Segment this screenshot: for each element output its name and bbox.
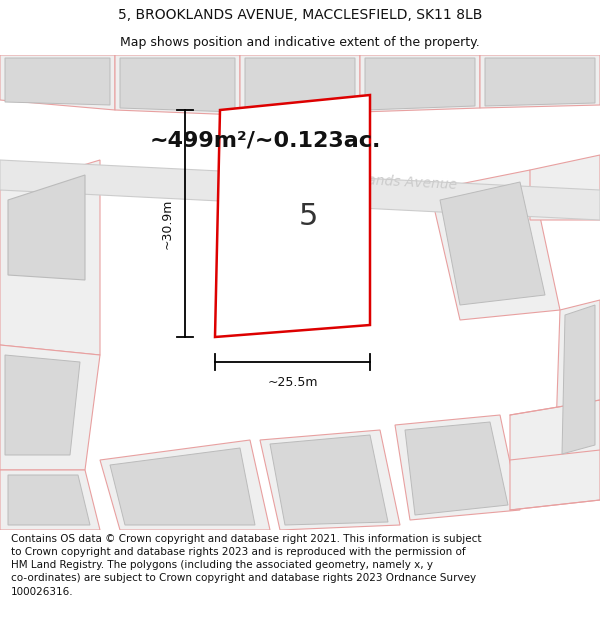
Text: Brooklands Avenue: Brooklands Avenue	[323, 171, 457, 192]
Polygon shape	[510, 400, 600, 510]
Polygon shape	[8, 475, 90, 525]
Polygon shape	[0, 160, 600, 220]
Polygon shape	[260, 430, 400, 530]
Text: Contains OS data © Crown copyright and database right 2021. This information is : Contains OS data © Crown copyright and d…	[11, 534, 481, 597]
Text: Map shows position and indicative extent of the property.: Map shows position and indicative extent…	[120, 36, 480, 49]
Text: ~499m²/~0.123ac.: ~499m²/~0.123ac.	[149, 130, 380, 150]
Polygon shape	[215, 95, 370, 337]
Polygon shape	[430, 170, 560, 320]
Polygon shape	[555, 300, 600, 460]
Polygon shape	[485, 58, 595, 106]
Polygon shape	[365, 58, 475, 110]
Polygon shape	[240, 55, 360, 115]
Polygon shape	[120, 58, 235, 112]
Text: 5, BROOKLANDS AVENUE, MACCLESFIELD, SK11 8LB: 5, BROOKLANDS AVENUE, MACCLESFIELD, SK11…	[118, 8, 482, 22]
Polygon shape	[480, 55, 600, 108]
Polygon shape	[562, 305, 595, 454]
Polygon shape	[530, 155, 600, 220]
Polygon shape	[395, 415, 520, 520]
Polygon shape	[360, 55, 480, 112]
Polygon shape	[0, 345, 100, 470]
Polygon shape	[5, 355, 80, 455]
Text: ~25.5m: ~25.5m	[267, 376, 318, 389]
Text: ~30.9m: ~30.9m	[161, 198, 173, 249]
Polygon shape	[0, 55, 115, 110]
Text: 5: 5	[299, 202, 319, 231]
Polygon shape	[245, 58, 355, 112]
Polygon shape	[0, 470, 100, 530]
Polygon shape	[110, 448, 255, 525]
Polygon shape	[0, 160, 100, 355]
Polygon shape	[270, 435, 388, 525]
Polygon shape	[5, 58, 110, 105]
Polygon shape	[440, 182, 545, 305]
Polygon shape	[115, 55, 240, 115]
Polygon shape	[100, 440, 270, 530]
Polygon shape	[8, 175, 85, 280]
Polygon shape	[405, 422, 508, 515]
